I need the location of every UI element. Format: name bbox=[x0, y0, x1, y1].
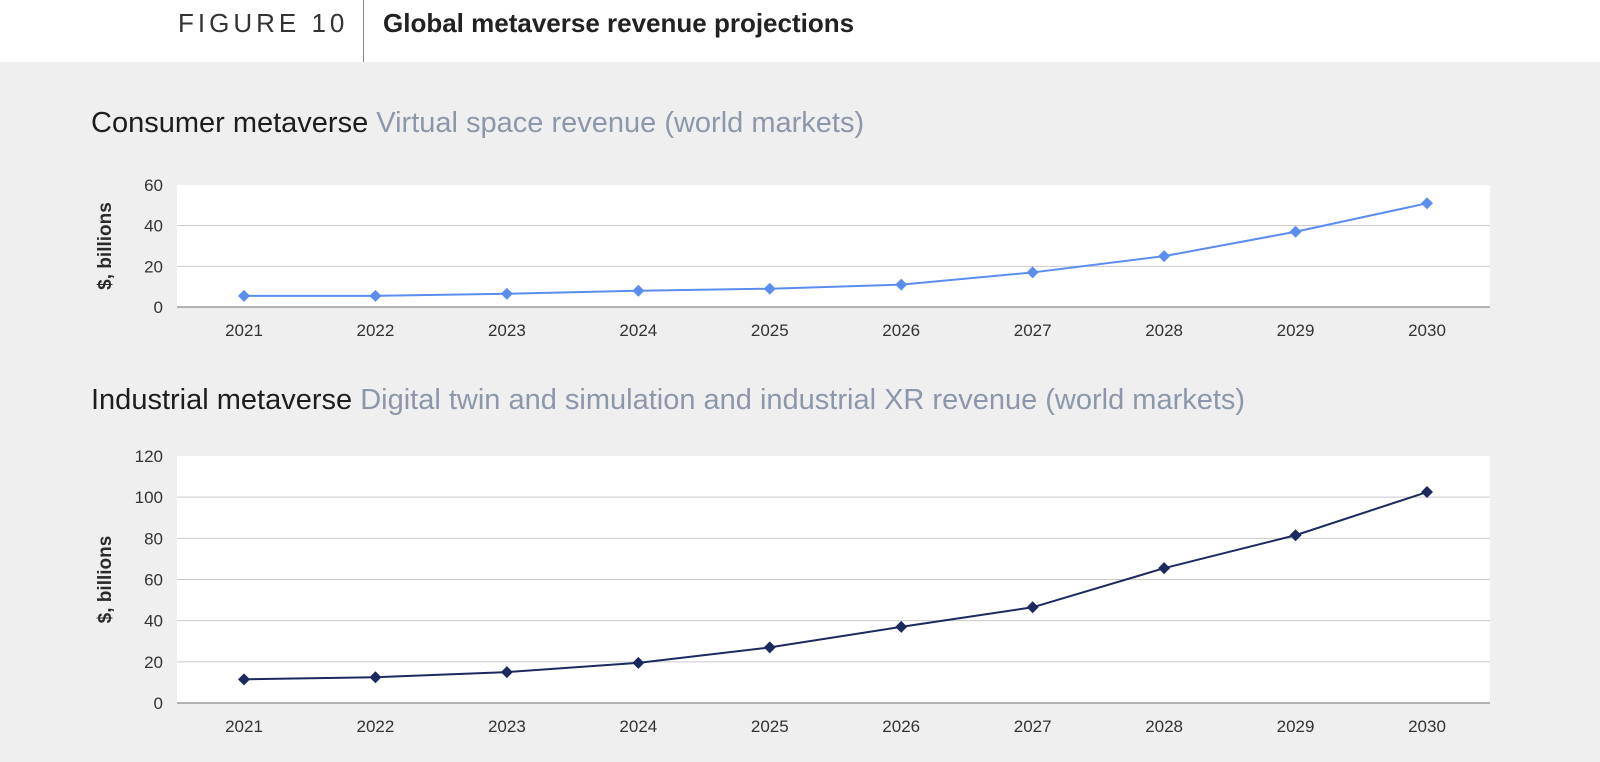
x-tick-label: 2028 bbox=[1145, 717, 1183, 736]
data-point-marker bbox=[763, 641, 776, 654]
y-tick-label: 60 bbox=[144, 176, 163, 195]
industrial-metaverse-chart: 0 20 40 60 80 100 120 2021 2022 2023 2024 2025 2026 2… bbox=[95, 447, 1490, 736]
y-tick-label: 60 bbox=[144, 571, 163, 590]
series-line bbox=[243, 491, 1428, 681]
data-point-marker bbox=[238, 673, 250, 686]
data-point-marker bbox=[1289, 225, 1302, 238]
y-axis-title: $, billions bbox=[95, 536, 116, 624]
x-tick-label: 2029 bbox=[1277, 717, 1315, 736]
figure-header: FIGURE 10 Global metaverse revenue proje… bbox=[0, 0, 1600, 62]
x-tick-label: 2024 bbox=[619, 321, 657, 340]
x-tick-label: 2025 bbox=[751, 717, 789, 736]
x-tick-label: 2025 bbox=[751, 321, 789, 340]
data-point-marker bbox=[763, 282, 776, 295]
chart-heading-industrial: Industrial metaverse Digital twin and si… bbox=[91, 384, 1245, 417]
data-point-marker bbox=[238, 289, 250, 302]
chart-title-main: Industrial metaverse bbox=[91, 384, 353, 416]
y-tick-label: 100 bbox=[135, 488, 163, 507]
data-point-marker bbox=[500, 287, 513, 300]
figure-label: FIGURE 10 bbox=[178, 8, 349, 38]
x-tick-label: 2021 bbox=[225, 321, 263, 340]
x-tick-label: 2029 bbox=[1277, 321, 1315, 340]
y-tick-label: 80 bbox=[144, 529, 163, 548]
x-tick-label: 2021 bbox=[225, 717, 263, 736]
chart-title-sub: Virtual space revenue (world markets) bbox=[376, 107, 865, 139]
data-point-marker bbox=[369, 289, 382, 302]
data-point-marker bbox=[1026, 266, 1039, 279]
data-point-marker bbox=[895, 620, 908, 633]
data-point-marker bbox=[632, 284, 645, 297]
y-tick-label: 0 bbox=[154, 694, 163, 713]
chart-heading-consumer: Consumer metaverse Virtual space revenue… bbox=[91, 107, 864, 140]
x-tick-label: 2027 bbox=[1014, 717, 1052, 736]
plot-area bbox=[177, 185, 1490, 307]
chart-title-sub: Digital twin and simulation and industri… bbox=[360, 384, 1246, 416]
data-point-marker bbox=[369, 671, 382, 684]
y-tick-label: 40 bbox=[144, 217, 163, 236]
data-point-marker bbox=[895, 278, 908, 291]
x-tick-label: 2028 bbox=[1145, 321, 1183, 340]
data-point-marker bbox=[1421, 486, 1433, 499]
x-tick-label: 2026 bbox=[882, 717, 920, 736]
x-tick-label: 2024 bbox=[619, 717, 657, 736]
y-tick-label: 120 bbox=[135, 447, 163, 466]
x-tick-label: 2026 bbox=[882, 321, 920, 340]
data-point-marker bbox=[1421, 197, 1433, 210]
y-tick-label: 20 bbox=[144, 653, 163, 672]
figure-title: Global metaverse revenue projections bbox=[383, 8, 855, 38]
x-tick-label: 2023 bbox=[488, 717, 526, 736]
data-point-marker bbox=[1289, 529, 1302, 542]
data-point-marker bbox=[1026, 601, 1039, 614]
y-tick-label: 40 bbox=[144, 612, 163, 631]
series-line bbox=[244, 202, 1428, 297]
y-tick-label: 0 bbox=[154, 298, 163, 317]
chart-title-main: Consumer metaverse bbox=[91, 107, 369, 139]
x-tick-label: 2022 bbox=[357, 717, 395, 736]
x-tick-label: 2023 bbox=[488, 321, 526, 340]
data-point-marker bbox=[632, 656, 645, 669]
x-tick-label: 2022 bbox=[357, 321, 395, 340]
y-axis-title: $, billions bbox=[95, 202, 116, 290]
data-point-marker bbox=[1158, 562, 1171, 575]
data-point-marker bbox=[1158, 250, 1171, 263]
y-tick-label: 20 bbox=[144, 257, 163, 276]
x-tick-label: 2030 bbox=[1408, 321, 1446, 340]
consumer-metaverse-chart: 0 20 40 60 2021 2022 2023 2024 2025 2026 2027 2028 2… bbox=[95, 176, 1490, 340]
data-point-marker bbox=[500, 666, 513, 679]
header-divider bbox=[363, 0, 364, 62]
x-tick-label: 2027 bbox=[1014, 321, 1052, 340]
x-tick-label: 2030 bbox=[1408, 717, 1446, 736]
